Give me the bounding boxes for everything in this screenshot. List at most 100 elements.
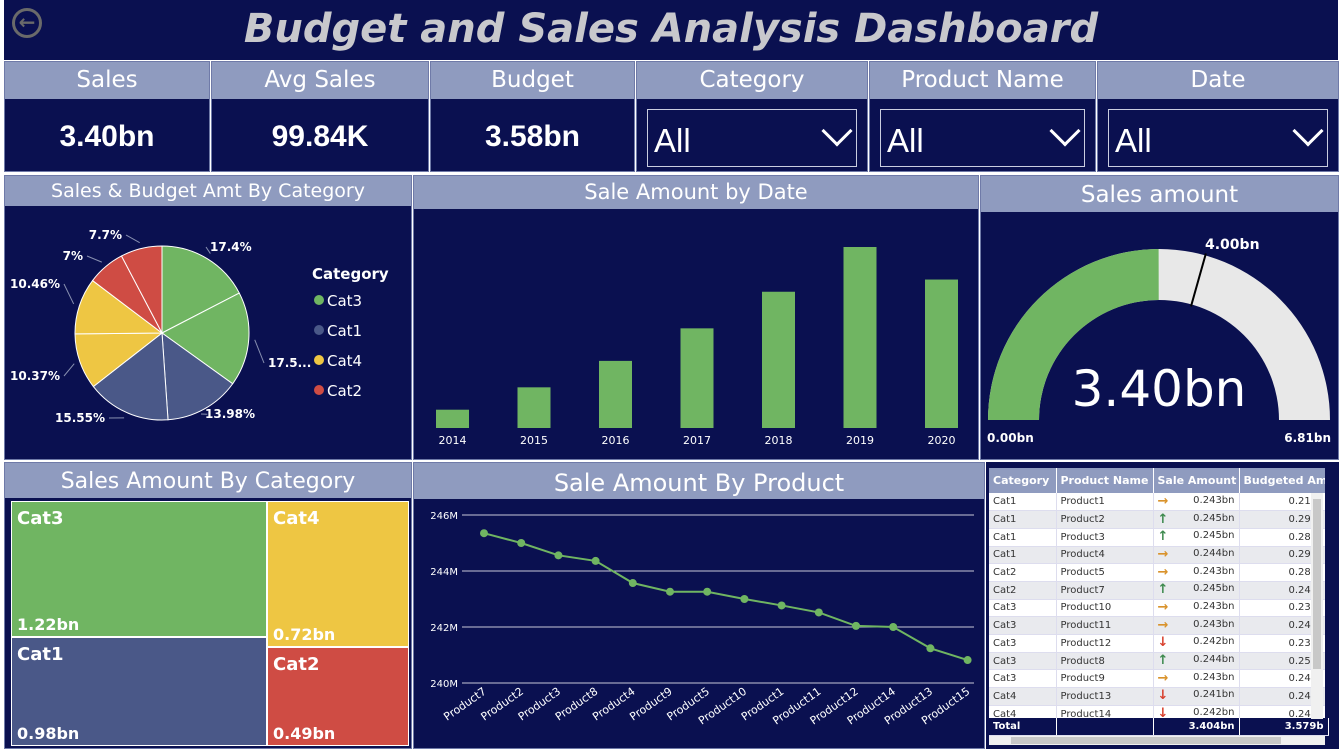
- sale-value: 0.245bn: [1193, 530, 1235, 542]
- leader-line: [63, 363, 75, 377]
- tile-value: 0.98bn: [17, 724, 80, 743]
- total-budget: 3.579b: [1239, 718, 1329, 737]
- sale-value: 0.243bn: [1193, 565, 1235, 577]
- cell-category: Cat3: [989, 634, 1057, 653]
- cell-product: Product7: [1056, 581, 1154, 600]
- column-header[interactable]: Sale Amount: [1153, 468, 1240, 493]
- arrow-down-icon: ↓: [1157, 635, 1169, 651]
- gauge-max-label: 6.81bn: [1284, 431, 1331, 445]
- cell-sale-amount: → 0.243bn: [1153, 563, 1240, 582]
- table-row[interactable]: Cat3 Product11 → 0.243bn 0.247b: [989, 616, 1325, 635]
- gauge-chart: 4.00bn 3.40bn 0.00bn 6.81bn: [987, 237, 1331, 445]
- sale-value: 0.243bn: [1193, 618, 1235, 630]
- cell-sale-amount: ↓ 0.242bn: [1153, 705, 1240, 718]
- table-row[interactable]: Cat3 Product8 ↑ 0.244bn 0.253b: [989, 652, 1325, 671]
- kpi-sales: Sales 3.40bn: [4, 61, 210, 172]
- sale-value: 0.241bn: [1193, 689, 1235, 701]
- table-row[interactable]: Cat4 Product14 ↓ 0.242bn 0.243b: [989, 705, 1325, 718]
- category-dropdown[interactable]: All: [647, 109, 857, 167]
- cell-product: Product13: [1056, 687, 1154, 706]
- legend-item: Cat3: [327, 292, 362, 310]
- table-row[interactable]: Cat2 Product5 → 0.243bn 0.289b: [989, 563, 1325, 582]
- column-header[interactable]: Product Name: [1056, 468, 1154, 493]
- slicer-date: Date All: [1097, 61, 1339, 172]
- date-dropdown[interactable]: All: [1108, 109, 1328, 167]
- table-row[interactable]: Cat2 Product7 ↑ 0.245bn 0.248b: [989, 581, 1325, 600]
- x-tick-label: 2015: [520, 434, 548, 447]
- kpi-label: Sales: [5, 62, 209, 99]
- sale-value: 0.243bn: [1193, 600, 1235, 612]
- bar-2019: [843, 247, 877, 428]
- pie-data-label: 15.55%: [55, 411, 105, 425]
- x-tick-label: 2014: [439, 434, 467, 447]
- y-tick-label: 242M: [430, 623, 458, 634]
- table-row[interactable]: Cat4 Product13 ↓ 0.241bn 0.243b: [989, 687, 1325, 706]
- pie-data-label: 17.5...: [268, 356, 311, 370]
- cell-category: Cat3: [989, 616, 1057, 635]
- cell-category: Cat3: [989, 599, 1057, 618]
- treemap-tile-cat1[interactable]: Cat1 0.98bn: [11, 637, 267, 746]
- treemap-panel: Sales Amount By Category Cat3 1.22bn Cat…: [4, 462, 412, 749]
- cell-budget: 0.243b: [1239, 705, 1325, 718]
- tile-name: Cat2: [273, 654, 320, 675]
- slicer-product-name: Product Name All: [869, 61, 1096, 172]
- kpi-avg-sales: Avg Sales 99.84K: [211, 61, 429, 172]
- leader-line: [86, 255, 102, 263]
- sale-value: 0.243bn: [1193, 494, 1235, 506]
- sale-value: 0.244bn: [1193, 547, 1235, 559]
- cell-category: Cat1: [989, 546, 1057, 565]
- legend-marker: [314, 385, 324, 395]
- leader-line: [205, 246, 211, 254]
- scrollbar-thumb[interactable]: [1313, 499, 1321, 669]
- y-tick-label: 244M: [430, 567, 458, 578]
- treemap-tile-cat2[interactable]: Cat2 0.49bn: [267, 647, 409, 746]
- table-viewport: Category Product Name Sale Amount Budgeted …: [989, 468, 1325, 718]
- cell-budget: 0.217b: [1239, 493, 1325, 512]
- product-name-dropdown[interactable]: All: [880, 109, 1085, 167]
- treemap-tile-cat3[interactable]: Cat3 1.22bn: [11, 501, 267, 637]
- data-point-product14: [889, 623, 898, 631]
- line-chart: 240M242M244M246MProduct7Product2Product3…: [430, 511, 974, 727]
- data-point-product3: [554, 551, 563, 560]
- line-series: [483, 532, 968, 661]
- title-bar: ← Budget and Sales Analysis Dashboard: [4, 0, 1338, 60]
- data-point-product2: [517, 539, 526, 547]
- cell-category: Cat2: [989, 581, 1057, 600]
- cell-product: Product3: [1056, 528, 1154, 547]
- vertical-scrollbar[interactable]: [1311, 493, 1323, 719]
- horizontal-scrollbar[interactable]: [989, 736, 1325, 745]
- pie-data-label: 17.4%: [210, 240, 252, 254]
- table-row[interactable]: Cat1 Product1 → 0.243bn 0.217b: [989, 493, 1325, 512]
- table-row[interactable]: Cat3 Product9 → 0.243bn 0.248b: [989, 669, 1325, 689]
- sale-value: 0.245bn: [1193, 583, 1235, 595]
- data-point-product9: [666, 587, 674, 596]
- cell-budget: 0.239b: [1239, 634, 1325, 653]
- column-header[interactable]: Budgeted Am: [1239, 468, 1325, 493]
- panel-title: Sales Amount By Category: [5, 463, 411, 498]
- treemap-tile-cat4[interactable]: Cat4 0.72bn: [267, 501, 409, 647]
- kpi-value: 3.40bn: [59, 120, 155, 153]
- scrollbar-thumb[interactable]: [1011, 737, 1281, 744]
- slicer-label: Category: [637, 62, 867, 99]
- table-row[interactable]: Cat3 Product10 → 0.243bn 0.238b: [989, 599, 1325, 618]
- cell-sale-amount: → 0.243bn: [1153, 616, 1240, 635]
- kpi-value: 3.58bn: [484, 120, 581, 153]
- total-label: Total: [989, 718, 1057, 737]
- data-table: Category Product Name Sale Amount Budgeted …: [989, 468, 1325, 718]
- slicer-label: Product Name: [870, 62, 1095, 99]
- column-header[interactable]: Category: [989, 468, 1057, 493]
- panel-title: Sale Amount by Date: [414, 176, 978, 209]
- cell-sale-amount: → 0.243bn: [1153, 669, 1240, 689]
- line-chart-panel: Sale Amount By Product 240M 242M 244M 246M P…: [413, 462, 985, 749]
- gauge-target-marker: [1190, 253, 1207, 307]
- table-row[interactable]: Cat1 Product3 ↑ 0.245bn 0.280b: [989, 528, 1325, 547]
- cell-sale-amount: → 0.244bn: [1153, 546, 1240, 565]
- data-point-product7: [480, 529, 488, 538]
- tile-value: 0.49bn: [273, 724, 336, 743]
- table-row[interactable]: Cat1 Product2 ↑ 0.245bn 0.290b: [989, 510, 1325, 529]
- back-arrow-circle-icon[interactable]: ←: [12, 8, 42, 38]
- arrow-up-icon: ↑: [1157, 582, 1169, 598]
- dropdown-value: All: [1115, 122, 1152, 159]
- table-row[interactable]: Cat1 Product4 → 0.244bn 0.299b: [989, 546, 1325, 565]
- table-row[interactable]: Cat3 Product12 ↓ 0.242bn 0.239b: [989, 634, 1325, 653]
